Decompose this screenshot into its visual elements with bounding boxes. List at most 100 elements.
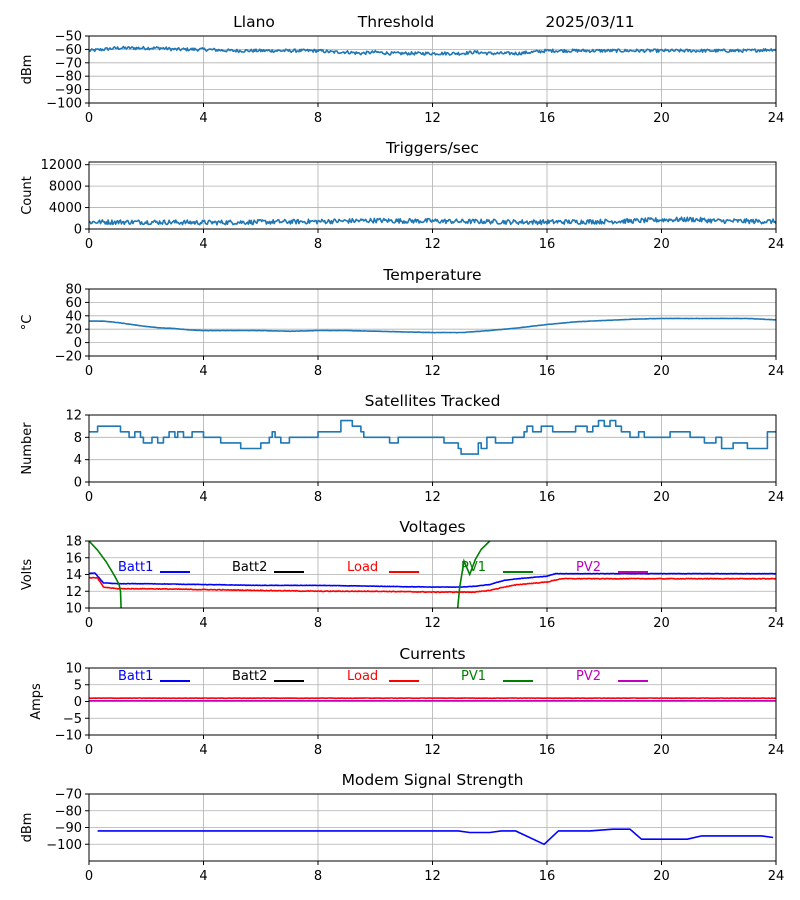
x-tick-label: 0 [85,490,93,505]
y-tick-label: 60 [65,296,82,311]
panel-signal: 0 4 8 12 16 20 24 −50−60−70−80−90−100 dBm [20,30,784,127]
y-axis-label: dBm [20,813,35,843]
x-tick-label: 8 [314,743,322,758]
y-tick-label: 4000 [49,201,82,216]
y-tick-label: 80 [65,283,82,298]
figure-header: Llano Threshold 2025/03/11 [233,13,635,31]
y-tick-label: 12 [65,409,82,424]
y-tick-label: −20 [55,350,82,365]
x-tick-label: 4 [199,111,207,126]
y-tick-label: −10 [55,729,82,744]
legend-label: Batt1 [118,669,153,684]
y-tick-label: 40 [65,309,82,324]
x-tick-label: 8 [314,237,322,252]
legend-label: PV2 [576,669,601,684]
panel-title: Temperature [382,266,481,284]
x-tick-label: 24 [768,869,785,884]
panel-modem: 0 4 8 12 16 20 24 −70−80 −90 −100 Modem Signal Str… [20,771,784,884]
x-tick-label: 4 [199,743,207,758]
series-line-pv1 [89,541,122,608]
series-line [89,419,776,455]
y-axis-label: Volts [20,559,35,591]
y-tick-label: 16 [65,551,82,566]
x-tick-label: 4 [199,490,207,505]
x-tick-label: 0 [85,743,93,758]
y-tick-label: 14 [65,568,82,583]
panel-title: Modem Signal Strength [342,771,524,789]
x-tick-label: 8 [314,111,322,126]
y-axis-label: dBm [20,55,35,85]
y-tick-label: −80 [55,804,82,819]
x-tick-label: 24 [768,364,785,379]
legend-label: Load [347,669,378,684]
y-tick-label: −70 [55,788,82,803]
y-tick-label: 5 [74,678,82,693]
y-tick-label: 0 [74,336,82,351]
x-tick-label: 0 [85,111,93,126]
x-tick-label: 8 [314,490,322,505]
y-tick-label: −90 [55,83,82,98]
y-axis-label: Count [20,176,35,215]
y-tick-label: −80 [55,70,82,85]
x-tick-label: 12 [424,616,441,631]
y-tick-label: −90 [55,821,82,836]
x-tick-label: 12 [424,743,441,758]
x-tick-label: 0 [85,869,93,884]
series-line [89,317,776,334]
panel-title: Satellites Tracked [365,392,501,410]
legend-label: Batt1 [118,560,153,575]
header-site: Llano [233,13,275,31]
header-date: 2025/03/11 [545,13,634,31]
legend-label: Batt2 [232,669,267,684]
panel-title: Voltages [399,518,465,536]
y-tick-label: 0 [74,223,82,238]
x-tick-label: 24 [768,111,785,126]
legend-label: Load [347,560,378,575]
x-tick-label: 20 [653,364,670,379]
panel-triggers: 0 4 8 12 16 20 24 0 4000 8000 12000 Triggers/sec Cou… [20,139,784,252]
series-line-load [89,576,776,594]
x-tick-label: 20 [653,869,670,884]
x-tick-label: 4 [199,616,207,631]
x-tick-label: 24 [768,743,785,758]
y-axis-label: Amps [29,683,44,720]
x-tick-label: 16 [539,743,556,758]
panel-title: Currents [399,645,465,663]
series-line [89,216,776,226]
x-tick-label: 20 [653,490,670,505]
series-line [89,45,776,56]
panel-currents: Batt1 Batt2 Load PV1 PV2 0 4 8 12 16 20 24 −10 −5 0 510… [29,645,784,758]
y-tick-label: −50 [55,30,82,45]
y-tick-label: 0 [74,476,82,491]
x-tick-label: 12 [424,364,441,379]
y-axis-label: °C [20,315,35,331]
y-axis-label: Number [20,422,35,475]
x-tick-label: 16 [539,490,556,505]
y-tick-label: −5 [63,712,82,727]
x-tick-label: 16 [539,616,556,631]
y-tick-label: 12 [65,585,82,600]
x-tick-label: 8 [314,364,322,379]
x-tick-label: 12 [424,237,441,252]
x-tick-label: 12 [424,869,441,884]
x-tick-label: 12 [424,111,441,126]
x-tick-label: 0 [85,364,93,379]
y-tick-label: −70 [55,56,82,71]
legend-label: PV1 [461,669,486,684]
panel-satellites: 0 4 8 12 16 20 24 0 4 8 12 Satellites Tracked Number [20,392,784,505]
header-mode: Threshold [357,13,434,31]
x-tick-label: 0 [85,616,93,631]
y-tick-label: 10 [65,662,82,677]
y-tick-label: 12000 [41,158,82,173]
legend-label: PV2 [576,560,601,575]
x-tick-label: 16 [539,111,556,126]
x-tick-label: 4 [199,237,207,252]
x-tick-label: 16 [539,237,556,252]
x-tick-label: 16 [539,869,556,884]
y-tick-label: 8000 [49,180,82,195]
y-tick-label: −60 [55,43,82,58]
